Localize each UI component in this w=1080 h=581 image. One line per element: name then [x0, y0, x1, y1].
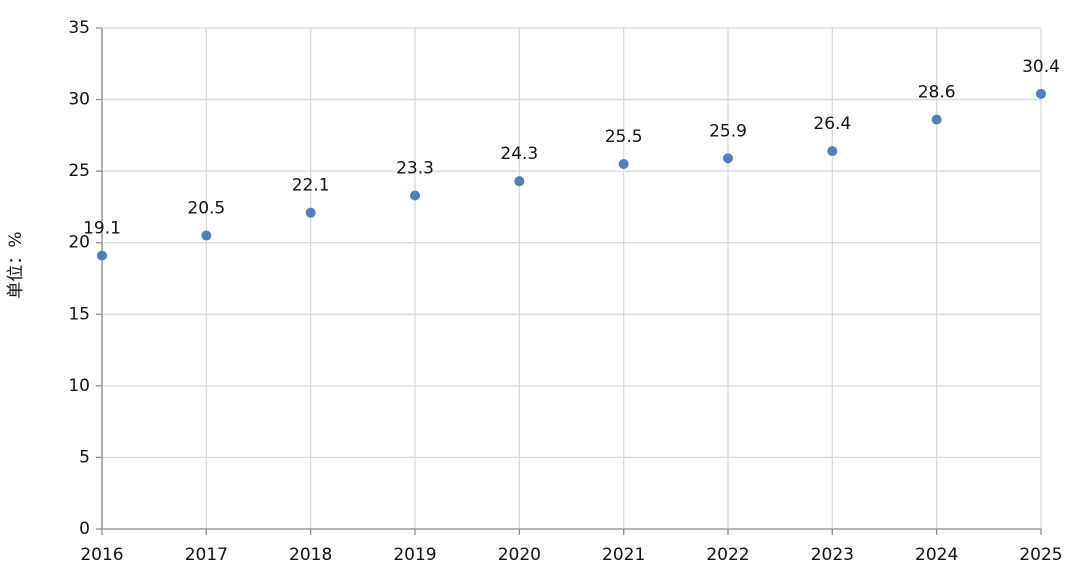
point [618, 158, 629, 169]
x-tick-label: 2022 [706, 545, 749, 565]
x-tick-label: 2019 [393, 545, 436, 565]
data-label: 26.4 [813, 114, 851, 134]
data-label: 30.4 [1022, 57, 1060, 77]
point [931, 114, 942, 125]
point [410, 190, 420, 201]
x-tick-label: 2023 [811, 545, 854, 565]
y-tick-label: 5 [79, 447, 90, 467]
x-tick-label: 2020 [498, 545, 541, 565]
y-tick-label: 10 [68, 376, 90, 396]
data-label: 25.9 [709, 121, 747, 141]
point [201, 230, 212, 241]
data-label: 20.5 [187, 199, 225, 219]
y-axis-label: 单位：% [6, 231, 26, 298]
x-tick-label: 2024 [915, 545, 958, 565]
y-tick-label: 15 [68, 304, 90, 324]
data-label: 23.3 [396, 158, 434, 178]
point [1036, 88, 1046, 99]
data-label: 28.6 [918, 83, 956, 103]
data-label: 25.5 [605, 127, 643, 147]
data-label: 22.1 [292, 176, 330, 196]
x-tick-label: 2018 [289, 545, 332, 565]
x-tick-label: 2021 [602, 545, 645, 565]
y-tick-label: 20 [68, 233, 90, 253]
y-tick-label: 0 [79, 519, 90, 539]
y-tick-label: 35 [68, 18, 90, 38]
x-tick-label: 2017 [185, 545, 228, 565]
x-tick-label: 2016 [80, 545, 123, 565]
data-label: 19.1 [83, 219, 121, 239]
point [97, 250, 107, 261]
y-tick-label: 25 [68, 161, 90, 181]
point [514, 176, 525, 187]
x-tick-label: 2025 [1019, 545, 1062, 565]
y-tick-label: 30 [68, 90, 90, 110]
point [827, 146, 838, 157]
point [305, 207, 316, 218]
point [723, 153, 733, 164]
data-label: 24.3 [500, 144, 538, 164]
